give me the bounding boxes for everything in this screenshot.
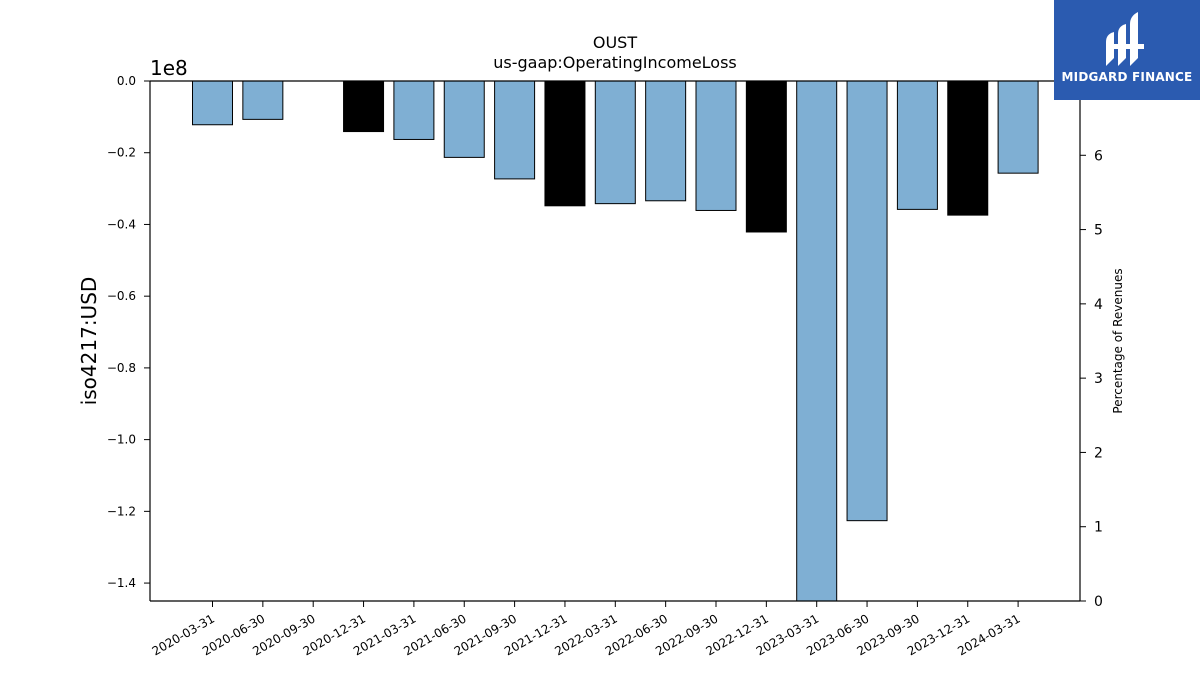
bar-2022-09-30 bbox=[695, 80, 737, 211]
y-axis-offset-label: 1e8 bbox=[150, 56, 188, 80]
bar-2023-03-31 bbox=[796, 80, 838, 602]
logo-text: MIDGARD FINANCE bbox=[1061, 70, 1193, 84]
y-tick-label: −1.0 bbox=[107, 433, 136, 447]
y-tick-label: −0.4 bbox=[107, 217, 136, 231]
y-tick-label: −1.2 bbox=[107, 504, 136, 518]
y2-tick-label: 2 bbox=[1094, 445, 1103, 461]
bar-2020-12-31 bbox=[343, 80, 385, 133]
y2-tick-label: 4 bbox=[1094, 297, 1103, 313]
labels-layer: OUST us-gaap:OperatingIncomeLoss 1e8 iso… bbox=[77, 33, 1125, 414]
bar-2020-06-30 bbox=[242, 80, 284, 120]
y-tick-label: −0.6 bbox=[107, 289, 136, 303]
bar-2022-06-30 bbox=[645, 80, 687, 202]
y2-tick-label: 0 bbox=[1094, 594, 1103, 610]
y-tick-label: 0.0 bbox=[117, 74, 136, 88]
bars-layer bbox=[192, 80, 1039, 602]
bar-2023-06-30 bbox=[846, 80, 888, 522]
y-tick-label: −1.4 bbox=[107, 576, 136, 590]
bar-2023-12-31 bbox=[947, 80, 989, 216]
y-tick-label: −0.8 bbox=[107, 361, 136, 375]
bar-2023-09-30 bbox=[896, 80, 938, 210]
y2-tick-label: 3 bbox=[1094, 371, 1103, 387]
bar-2021-12-31 bbox=[544, 80, 586, 207]
bar-2022-12-31 bbox=[745, 80, 787, 233]
y2-tick-label: 5 bbox=[1094, 223, 1103, 239]
y2-axis-label: Percentage of Revenues bbox=[1111, 268, 1125, 413]
midgard-logo-icon bbox=[1106, 12, 1144, 66]
y2-tick-label: 6 bbox=[1094, 148, 1103, 164]
bar-2020-03-31 bbox=[192, 80, 233, 126]
bar-2021-06-30 bbox=[443, 80, 485, 158]
y2-tick-label: 1 bbox=[1094, 520, 1103, 536]
bar-2024-03-31 bbox=[997, 80, 1039, 174]
y-axis-label: iso4217:USD bbox=[77, 277, 101, 406]
bar-2022-03-31 bbox=[594, 80, 636, 205]
bar-2021-03-31 bbox=[393, 80, 435, 140]
bar-2021-09-30 bbox=[494, 80, 536, 180]
chart-title: OUST bbox=[593, 33, 637, 52]
midgard-finance-logo: MIDGARD FINANCE bbox=[1054, 0, 1200, 100]
chart-subtitle: us-gaap:OperatingIncomeLoss bbox=[493, 53, 737, 72]
y-tick-label: −0.2 bbox=[107, 146, 136, 160]
